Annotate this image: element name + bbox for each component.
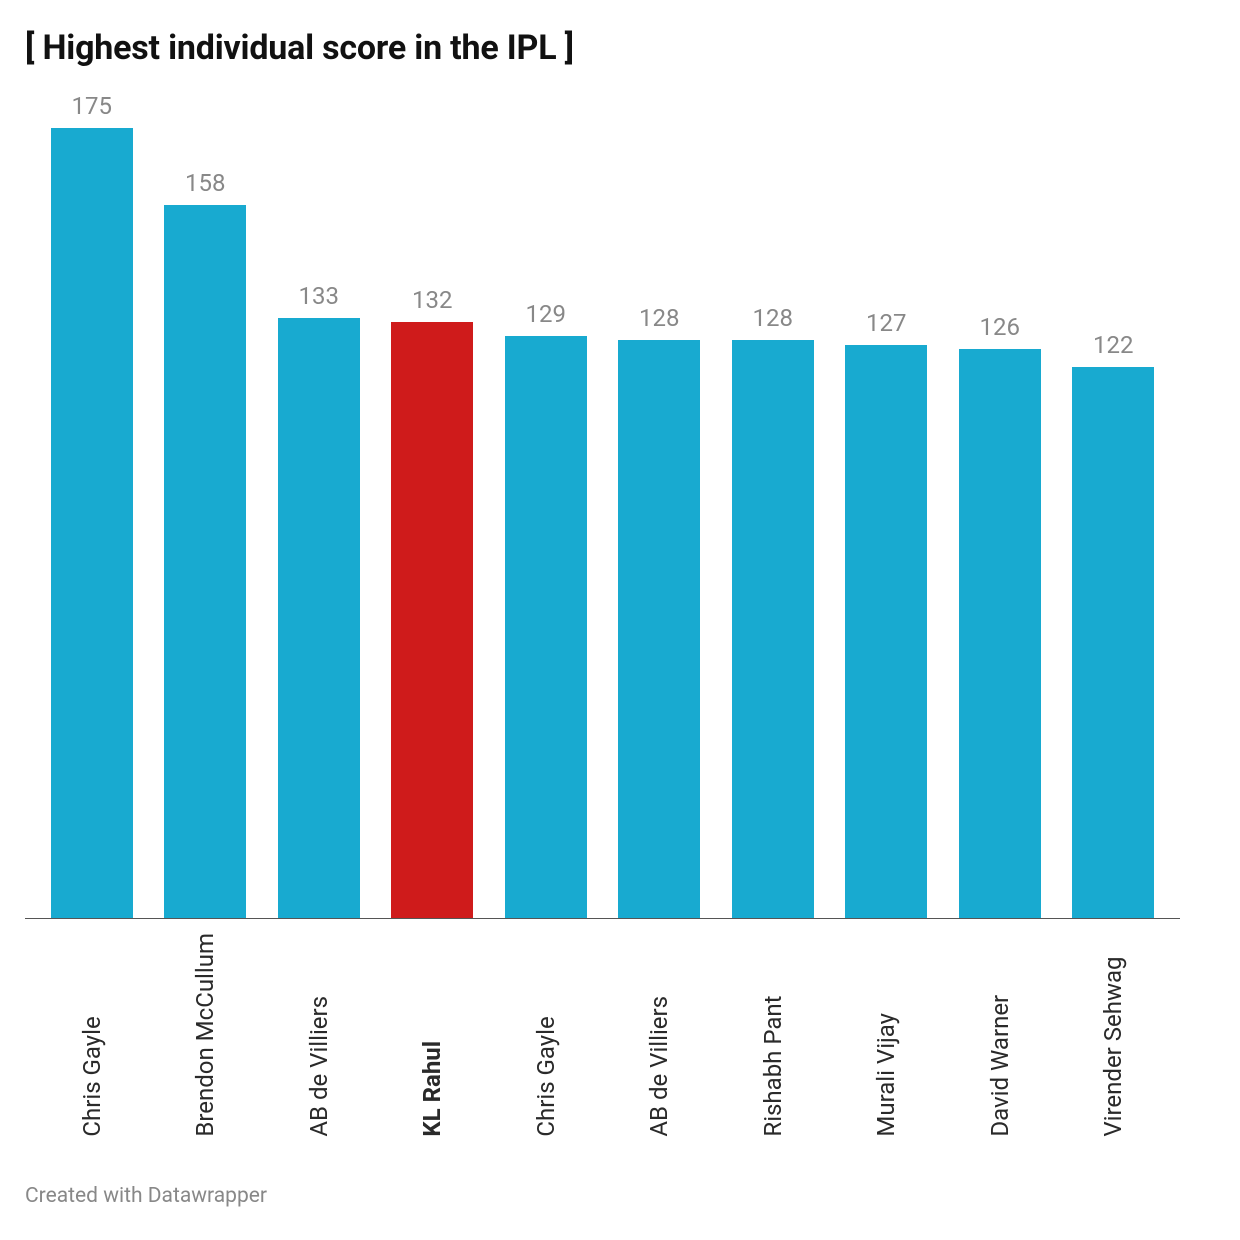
chart-wrapper: [ Highest individual score in the IPL ] … (0, 0, 1240, 1240)
bar (164, 205, 246, 918)
bar-value-label: 128 (753, 304, 793, 332)
category-label: Murali Vijay (873, 933, 899, 1137)
category-label-slot: Rishabh Pant (716, 919, 830, 1137)
bar-slot: 175 (35, 92, 149, 918)
bar-value-label: 175 (72, 92, 112, 120)
bar-value-label: 122 (1093, 331, 1133, 359)
category-label: Chris Gayle (533, 933, 559, 1137)
bar (505, 336, 587, 918)
bar-value-label: 126 (980, 313, 1020, 341)
bar-slot: 129 (489, 300, 603, 918)
bar-value-label: 128 (639, 304, 679, 332)
category-label-slot: KL Rahul (376, 919, 490, 1137)
category-label-slot: Virender Sehwag (1057, 919, 1171, 1137)
category-label: Chris Gayle (79, 933, 105, 1137)
bar-value-label: 129 (526, 300, 566, 328)
category-label-slot: AB de Villiers (603, 919, 717, 1137)
bar-value-label: 127 (866, 309, 906, 337)
category-label: Rishabh Pant (760, 933, 786, 1137)
bar-value-label: 133 (299, 282, 339, 310)
footer-attribution: Created with Datawrapper (25, 1184, 267, 1208)
category-label: KL Rahul (419, 933, 445, 1137)
bar (732, 340, 814, 918)
category-label-slot: David Warner (943, 919, 1057, 1137)
bar-highlight (391, 322, 473, 918)
chart-title: [ Highest individual score in the IPL ] (25, 28, 1180, 68)
category-label: Virender Sehwag (1100, 933, 1126, 1137)
category-label: AB de Villiers (306, 933, 332, 1137)
bar-value-label: 132 (412, 286, 452, 314)
bar-value-label: 158 (185, 169, 225, 197)
category-label: AB de Villiers (646, 933, 672, 1137)
bar-slot: 128 (603, 304, 717, 918)
bar (1072, 367, 1154, 918)
category-label: Brendon McCullum (192, 933, 218, 1137)
category-label-slot: Chris Gayle (35, 919, 149, 1137)
bar-slot: 122 (1057, 331, 1171, 918)
bar (618, 340, 700, 918)
bar-slot: 126 (943, 313, 1057, 918)
category-label-slot: AB de Villiers (262, 919, 376, 1137)
bar (845, 345, 927, 918)
category-label: David Warner (987, 933, 1013, 1137)
chart-area: 175158133132129128128127126122 Chris Gay… (25, 98, 1180, 1137)
bar-slot: 128 (716, 304, 830, 918)
bar (51, 128, 133, 918)
bars-row: 175158133132129128128127126122 (25, 98, 1180, 919)
category-label-slot: Murali Vijay (830, 919, 944, 1137)
bar-slot: 158 (149, 169, 263, 918)
category-label-slot: Brendon McCullum (149, 919, 263, 1137)
category-label-slot: Chris Gayle (489, 919, 603, 1137)
bar-slot: 133 (262, 282, 376, 918)
bar (959, 349, 1041, 918)
bar-slot: 132 (376, 286, 490, 918)
bar (278, 318, 360, 918)
labels-row: Chris Gayle Brendon McCullum AB de Villier… (25, 919, 1180, 1137)
bar-slot: 127 (830, 309, 944, 918)
